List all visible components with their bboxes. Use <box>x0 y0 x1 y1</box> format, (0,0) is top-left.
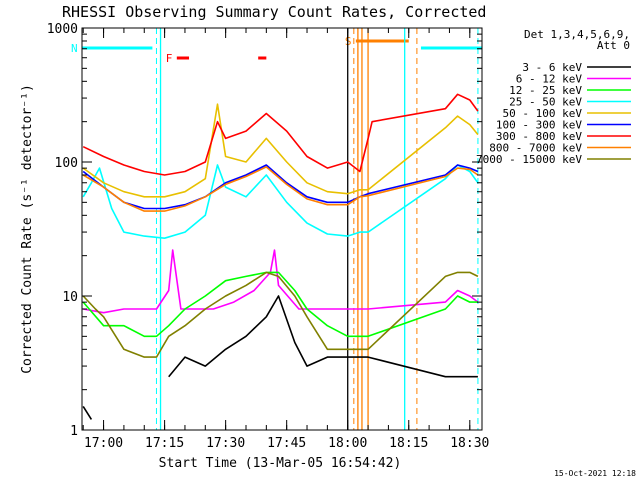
x-tick-label-4: 18:00 <box>328 436 367 451</box>
x-axis-ticks: 17:00 17:15 17:30 17:45 18:00 18:15 18:30 <box>82 28 489 451</box>
legend-label-3: 25 - 50 keV <box>509 96 582 109</box>
vertical-lines <box>155 28 479 430</box>
flag-label-n: N <box>71 42 78 55</box>
legend-label-0: 3 - 6 keV <box>522 61 582 74</box>
data-series <box>82 93 479 420</box>
flag-markers: NFS <box>71 35 482 65</box>
y-tick-label-3: 1000 <box>47 22 78 37</box>
legend-label-6: 300 - 800 keV <box>496 130 582 143</box>
y-tick-label-1: 10 <box>62 290 78 305</box>
legend-label-2: 12 - 25 keV <box>509 84 582 97</box>
legend-header-0: Det 1,3,4,5,6,9, <box>524 28 630 41</box>
plot-frame <box>81 27 483 431</box>
series-line-4 <box>82 103 479 198</box>
y-tick-label-0: 1 <box>70 424 78 439</box>
legend-label-1: 6 - 12 keV <box>516 73 583 86</box>
x-tick-label-5: 18:15 <box>389 436 428 451</box>
series-line-3 <box>82 164 479 239</box>
legend-label-5: 100 - 300 keV <box>496 119 582 132</box>
series-line-5 <box>82 164 479 210</box>
series-line-7 <box>82 166 479 212</box>
chart-title: RHESSI Observing Summary Count Rates, Co… <box>62 3 486 21</box>
footer-timestamp: 15-Oct-2021 12:18 <box>554 469 636 478</box>
series-line-6 <box>82 93 479 176</box>
series-line-8 <box>82 271 479 358</box>
series-line-1 <box>83 249 479 314</box>
y-axis-ticks: 1 10 100 1000 <box>47 22 482 439</box>
x-tick-label-6: 18:30 <box>450 436 489 451</box>
legend-label-7: 800 - 7000 keV <box>489 142 582 155</box>
series-line-0 <box>82 295 478 420</box>
flag-label-f: F <box>166 52 173 65</box>
legend-label-4: 50 - 100 keV <box>503 107 583 120</box>
x-tick-label-2: 17:30 <box>206 436 245 451</box>
x-axis-label: Start Time (13-Mar-05 16:54:42) <box>159 456 402 471</box>
x-tick-label-1: 17:15 <box>145 436 184 451</box>
x-tick-label-0: 17:00 <box>84 436 123 451</box>
legend-header-1: Att 0 <box>597 39 630 52</box>
legend-label-8: 7000 - 15000 keV <box>476 153 582 166</box>
y-axis-label: Corrected Count Rate (s⁻¹ detector⁻¹) <box>20 84 35 374</box>
x-tick-label-3: 17:45 <box>267 436 306 451</box>
y-tick-label-2: 100 <box>55 156 78 171</box>
